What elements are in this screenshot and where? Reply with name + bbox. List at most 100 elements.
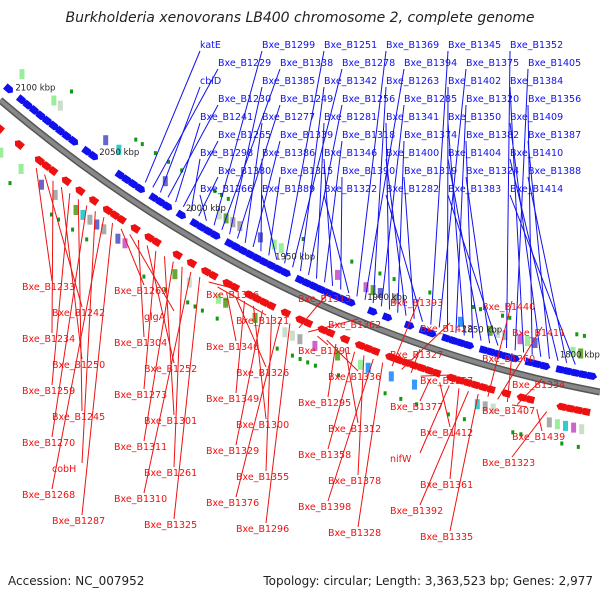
forward-gene-label: Bxe_B1369 — [386, 40, 439, 51]
forward-gene-arrow — [155, 196, 166, 207]
reverse-label-connector — [511, 404, 528, 408]
reverse-gene-label: Bxe_B1312 — [328, 424, 381, 435]
reverse-label-connector — [419, 391, 469, 506]
forward-gene-arrow — [61, 130, 72, 141]
reverse-gene-label: Bxe_B1242 — [52, 308, 105, 319]
reverse-gene-arrow — [89, 196, 100, 206]
forward-gene-label: Bxe_B1386 — [262, 148, 315, 159]
reverse-gene-arrow — [461, 378, 473, 388]
reverse-label-connector — [326, 339, 359, 372]
forward-gene-arrow — [134, 183, 145, 194]
reverse-gene-label: Bxe_B1336 — [328, 372, 381, 383]
reverse-label-connector — [410, 348, 421, 373]
forward-gene-label: Bxe_B1352 — [510, 40, 563, 51]
reverse-gene-label: Bxe_B1295 — [298, 398, 351, 409]
reverse-gene-arrow — [362, 344, 374, 354]
reverse-gene-arrow — [556, 402, 567, 412]
forward-label-connector — [182, 140, 219, 208]
forward-label-connector — [190, 158, 201, 212]
feature-block — [388, 371, 394, 382]
forward-label-connector — [509, 122, 542, 357]
forward-gene-label: Bxe_B1414 — [510, 184, 563, 195]
feature-block — [223, 297, 229, 308]
reverse-label-connector — [420, 374, 451, 377]
rna-feature — [508, 315, 512, 320]
forward-gene-label: Bxe_B1341 — [386, 112, 439, 123]
forward-gene-arrow — [266, 260, 277, 271]
forward-label-connector — [221, 68, 281, 230]
forward-gene-arrow — [81, 145, 92, 156]
forward-gene-arrow — [259, 256, 270, 267]
reverse-gene-label: Bxe_B1306 — [206, 290, 259, 301]
rna-feature — [213, 189, 217, 193]
chromosome-axis — [0, 98, 600, 394]
reverse-label-connector — [35, 168, 53, 282]
reverse-gene-arrow — [208, 270, 219, 281]
forward-gene-label: Bxe_B1382 — [466, 130, 519, 141]
feature-block — [358, 359, 363, 370]
forward-gene-arrow — [252, 253, 263, 263]
reverse-gene-arrow — [280, 308, 292, 318]
reverse-label-connector — [51, 180, 54, 334]
forward-gene-arrow — [301, 278, 313, 288]
rna-feature — [140, 142, 144, 147]
forward-gene-arrow — [230, 241, 242, 252]
reverse-label-connector — [60, 187, 83, 360]
reverse-gene-label: Bxe_B1378 — [328, 476, 381, 487]
reverse-label-connector — [164, 256, 175, 416]
forward-label-connector — [284, 50, 325, 264]
reverse-gene-arrow — [75, 186, 86, 197]
reverse-gene-label: Bxe_B1329 — [206, 446, 259, 457]
forward-label-connector — [509, 194, 576, 365]
forward-label-connector — [323, 194, 350, 294]
reverse-label-connector — [235, 310, 263, 446]
feature-block — [392, 293, 398, 304]
reverse-label-connector — [357, 362, 384, 528]
feature-block — [370, 285, 376, 296]
forward-gene-arrow — [196, 222, 207, 232]
reverse-gene-label: Bxe_B1335 — [420, 532, 473, 543]
reverse-label-connector — [235, 301, 245, 394]
rna-feature — [383, 391, 387, 396]
forward-gene-label: Bxe_B1285 — [404, 94, 457, 105]
rna-feature — [313, 363, 317, 368]
reverse-gene-arrow — [385, 352, 396, 362]
forward-label-connector — [198, 176, 219, 217]
forward-gene-arrow — [35, 110, 46, 121]
forward-gene-label: Bxe_B1380 — [218, 166, 271, 177]
reverse-label-connector — [137, 239, 145, 338]
rna-feature — [415, 402, 419, 407]
reverse-gene-label: Bxe_B1358 — [298, 450, 351, 461]
forward-gene-arrow — [456, 338, 467, 348]
feature-block — [282, 327, 288, 338]
reverse-label-connector — [208, 281, 237, 290]
reverse-gene-label: Bxe_B1407 — [482, 406, 535, 417]
reverse-label-connector — [511, 411, 548, 458]
forward-label-connector — [252, 140, 281, 248]
forward-label-connector — [323, 158, 334, 286]
rna-feature — [8, 181, 12, 186]
reverse-gene-label: Bxe_B1273 — [114, 390, 167, 401]
forward-gene-label: Bxe_B1263 — [386, 76, 439, 87]
reverse-gene-arrow — [339, 334, 351, 345]
feature-block — [365, 362, 371, 373]
forward-label-connector — [509, 158, 559, 361]
forward-gene-label: Bxe_B1383 — [448, 184, 501, 195]
rna-feature — [446, 412, 450, 417]
reverse-gene-label: Bxe_B1250 — [52, 360, 105, 371]
reverse-gene-arrow — [407, 360, 419, 370]
forward-gene-label: Bxe_B1388 — [528, 166, 581, 177]
forward-gene-arrow — [273, 264, 284, 274]
map-title: Burkholderia xenovorans LB400 chromosome… — [65, 10, 534, 26]
forward-gene-arrow — [54, 125, 65, 136]
feature-block — [57, 100, 63, 111]
rna-feature — [275, 346, 279, 351]
feature-block — [278, 243, 284, 254]
reverse-gene-label: Bxe_B1268 — [22, 490, 75, 501]
rna-feature — [57, 217, 60, 222]
reverse-gene-label: Bxe_B1261 — [144, 468, 197, 479]
feature-block — [458, 316, 463, 327]
rna-feature — [392, 277, 396, 282]
feature-block — [490, 403, 496, 414]
forward-label-connector — [455, 104, 467, 333]
